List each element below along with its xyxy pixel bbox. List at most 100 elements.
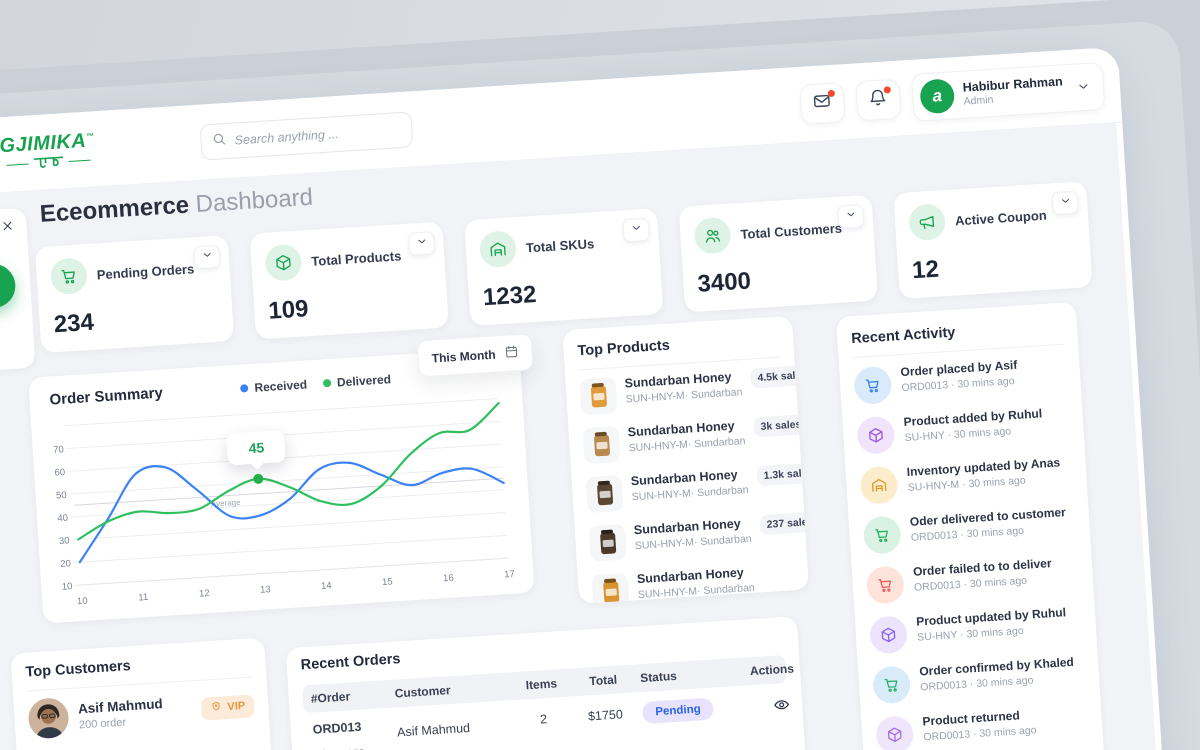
stat-value: 1232 (482, 280, 538, 312)
cart-icon (871, 665, 912, 705)
calendar-icon (504, 344, 519, 362)
chevron-down-icon (1058, 194, 1072, 213)
activity-item: Product updated by Ruhul SU-HNY · 30 mins… (868, 594, 1083, 657)
svg-text:40: 40 (57, 513, 68, 525)
warehouse-icon (859, 465, 899, 505)
users-icon (693, 216, 732, 255)
messages-button[interactable] (799, 81, 846, 125)
product-image (582, 425, 621, 465)
product-image (591, 572, 630, 604)
svg-text:10: 10 (77, 596, 88, 608)
user-menu[interactable]: a Habibur Rahman Admin (910, 61, 1106, 122)
activity-item: Product returned ORD0013 · 30 mins ago (875, 694, 1090, 750)
svg-text:70: 70 (53, 444, 64, 456)
stat-label: Total Customers (740, 220, 843, 242)
stat-label: Total SKUs (525, 235, 595, 255)
customer-order-count: 200 order (78, 716, 127, 732)
svg-text:10: 10 (61, 581, 72, 593)
svg-text:14: 14 (321, 580, 332, 592)
order-items: 2 (539, 712, 548, 727)
stat-label: Active Coupon (954, 207, 1048, 228)
cart-icon (49, 257, 88, 296)
brand-logo-bangla-text (0, 151, 127, 172)
order-status: Pending (641, 696, 739, 725)
bell-notification-dot (883, 85, 891, 94)
customer-row: Asif Mahmud 200 order VIP (27, 677, 256, 747)
search-input[interactable] (234, 122, 402, 147)
chart-legend: Received Delivered (240, 372, 391, 395)
header-actions: a Habibur Rahman Admin (799, 61, 1106, 128)
activity-item: Order failed to to deliver ORD0013 · 30 m… (865, 544, 1080, 607)
activity-item: Product added by Ruhul SU-HNY · 30 mins a… (856, 395, 1071, 458)
customer-avatar (27, 697, 70, 740)
orders-column-items: Items (525, 676, 558, 693)
recent-activity-card: Recent Activity Order placed by Asif ORD0… (835, 302, 1114, 750)
shield-icon (210, 700, 223, 716)
svg-text:50: 50 (56, 490, 67, 502)
top-customers-card: Top Customers Asif Mahmud 200 order VIP (10, 637, 283, 750)
date-range-selector[interactable]: This Month (416, 333, 534, 378)
box-icon (875, 715, 915, 750)
view-order-button[interactable] (773, 696, 791, 714)
stat-card-pending-orders: Pending Orders 234 (34, 235, 235, 354)
stat-card-menu-button[interactable] (836, 204, 865, 229)
notifications-button[interactable] (855, 78, 902, 121)
mail-icon (812, 90, 832, 115)
cart-icon (853, 365, 893, 406)
top-products-card: Top Products Sundarban Honey SUN-HNY-M· S… (562, 315, 809, 604)
svg-text:60: 60 (54, 467, 65, 479)
mail-notification-dot (827, 89, 836, 97)
svg-text:11: 11 (138, 592, 149, 604)
page-title: Eceommerce Dashboard (39, 183, 314, 228)
date-range-label: This Month (431, 347, 497, 366)
cart-icon (865, 565, 905, 605)
orders-column-actions: Actions (749, 661, 795, 679)
stat-label: Total Products (310, 247, 402, 269)
top-products-list: Sundarban Honey SUN-HNY-M· Sundarban 4.5k … (579, 358, 809, 604)
close-icon[interactable] (0, 219, 15, 239)
svg-text:20: 20 (60, 558, 71, 570)
activity-item: Order placed by Asif ORD0013 · 30 mins ag… (853, 345, 1068, 408)
order-summary-card: Order Summary Received Delivered This Mon… (28, 333, 535, 624)
stat-card-menu-button[interactable] (1051, 190, 1079, 216)
order-total: $1750 (587, 707, 624, 724)
svg-text:15: 15 (382, 576, 393, 588)
orders-column-customer: Customer (394, 683, 452, 701)
stat-card-menu-button[interactable] (622, 217, 650, 243)
product-image (579, 377, 618, 416)
legend-received: Received (240, 377, 308, 395)
chevron-down-icon (1075, 79, 1091, 95)
box-icon (264, 243, 303, 282)
stat-value: 3400 (696, 267, 752, 298)
chart-tooltip: 45 (226, 430, 287, 466)
svg-text:12: 12 (199, 588, 210, 600)
chevron-down-icon (414, 234, 428, 253)
orders-column-total: Total (588, 672, 618, 689)
orders-table-body: ORD013 1 hour age Asif Mahmud 2 $1750 Pending… (304, 683, 793, 750)
floating-action-button[interactable]: a (0, 262, 17, 310)
stat-value: 109 (267, 295, 310, 325)
recent-activity-list: Order placed by Asif ORD0013 · 30 mins ag… (853, 345, 1090, 750)
stat-card-active-coupon: Active Coupon 12 (893, 181, 1093, 300)
search-bar (199, 110, 414, 161)
activity-item: Order confirmed by Khaled ORD0013 · 30 mi… (871, 644, 1086, 707)
order-summary-chart: Average 70 60 50 40 30 20 10 10 11 12 13 14 15 16 17 (41, 394, 522, 618)
stat-cards-row: Pending Orders 234 Total Products 109 Total … (0, 123, 1116, 354)
product-sales-badge: 3k sales (752, 414, 809, 438)
orders-column-status: Status (639, 668, 678, 686)
svg-text:30: 30 (59, 535, 70, 547)
stat-card-menu-button[interactable] (193, 244, 221, 270)
order-id: ORD013 (312, 719, 362, 737)
svg-text:16: 16 (443, 573, 454, 585)
product-sales-badge: 1.3k sales (756, 462, 809, 487)
recent-orders-card: Recent Orders #Order Customer Items Total St… (285, 616, 812, 750)
customer-badge: VIP (200, 693, 255, 721)
order-customer: Asif Mahmud (396, 720, 471, 740)
trademark-mark: ™ (85, 131, 95, 142)
customer-name: Asif Mahmud (77, 696, 164, 717)
stat-card-menu-button[interactable] (407, 231, 436, 256)
top-customers-list: Asif Mahmud 200 order VIP (27, 677, 260, 750)
content-area: Eceommerce Dashboard Pending Orders 234 To… (0, 123, 1178, 750)
box-icon (856, 415, 896, 455)
cart-icon (862, 515, 902, 555)
